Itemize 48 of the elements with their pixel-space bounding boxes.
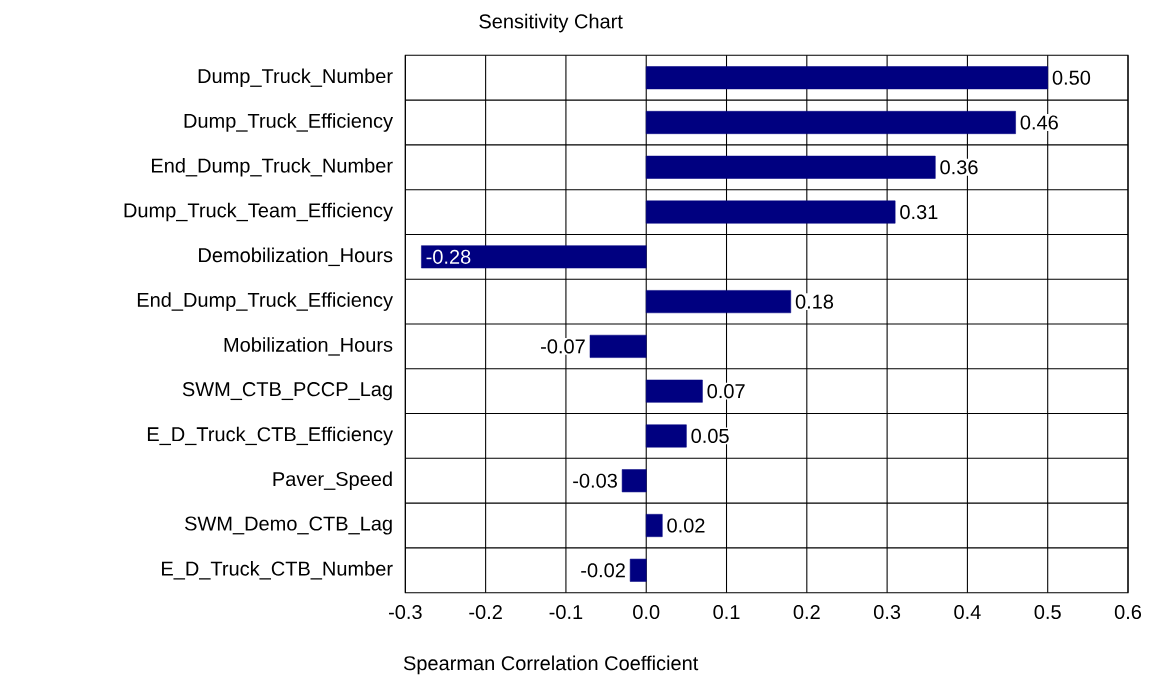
bar	[645, 379, 703, 403]
y-tick-label: End_Dump_Truck_Number	[152, 157, 393, 177]
x-tick-label: 0.1	[713, 604, 740, 620]
bar	[629, 558, 647, 582]
bar	[645, 200, 896, 224]
data-label: 0.31	[900, 204, 938, 220]
bar	[645, 290, 792, 314]
bar	[645, 155, 936, 179]
bar	[621, 469, 647, 493]
y-tick-label: E_D_Truck_CTB_Efficiency	[147, 426, 393, 446]
data-label: -0.02	[581, 563, 625, 578]
data-label: 0.05	[691, 428, 729, 444]
data-label: 0.18	[795, 294, 834, 309]
x-tick-label: -0.2	[469, 604, 502, 620]
y-tick-label: SWM_Demo_CTB_Lag	[185, 516, 392, 535]
x-tick-label: -0.3	[388, 604, 422, 620]
data-label: 0.36	[940, 160, 978, 175]
bar	[645, 66, 1048, 90]
y-tick-label: Dump_Truck_Efficiency	[184, 113, 394, 132]
x-tick-label: 0.3	[873, 604, 901, 620]
data-label: 0.02	[667, 518, 705, 533]
bar	[645, 424, 687, 448]
x-tick-label: 0.2	[793, 604, 820, 620]
x-tick-label: 0.4	[954, 604, 981, 620]
x-tick-label: 0.6	[1114, 604, 1142, 620]
x-tick-label: 0.5	[1034, 604, 1061, 620]
bar	[645, 514, 663, 537]
y-tick-label: SWM_CTB_PCCP_Lag	[182, 382, 392, 401]
data-label: 0.46	[1020, 115, 1058, 130]
y-tick-label: Demobilization_Hours	[199, 247, 393, 267]
chart-title: Sensitivity Chart	[479, 13, 623, 33]
y-tick-label: Dump_Truck_Team_Efficiency	[124, 202, 393, 222]
data-label: -0.28	[426, 249, 471, 264]
bar	[421, 245, 647, 269]
bar	[645, 111, 1016, 134]
y-tick-label: End_Dump_Truck_Efficiency	[137, 292, 393, 311]
y-tick-label: Dump_Truck_Number	[198, 68, 393, 88]
x-axis-title: Spearman Correlation Coefficient	[403, 655, 699, 675]
x-tick-label: -0.1	[549, 604, 583, 620]
data-label: 0.50	[1052, 70, 1091, 85]
y-tick-label: E_D_Truck_CTB_Number	[162, 561, 393, 580]
data-label: 0.07	[707, 384, 745, 399]
data-label: -0.03	[573, 473, 617, 488]
bar	[589, 334, 647, 358]
y-tick-label: Paver_Speed	[273, 471, 392, 491]
x-tick-label: 0.0	[633, 604, 660, 620]
y-tick-label: Mobilization_Hours	[224, 337, 393, 356]
data-label: -0.07	[541, 339, 585, 354]
